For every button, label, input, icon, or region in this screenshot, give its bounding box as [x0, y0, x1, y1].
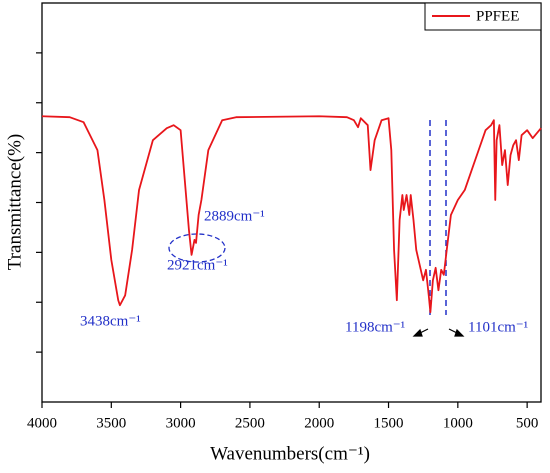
legend-label: PPFEE — [476, 8, 519, 24]
annotation: 1101cm⁻¹ — [468, 319, 528, 335]
spectrum-line — [41, 115, 542, 314]
annotation: 1198cm⁻¹ — [345, 319, 405, 335]
arrows — [412, 328, 465, 337]
x-tick-label: 1000 — [443, 415, 473, 431]
annotation: 3438cm⁻¹ — [80, 313, 141, 329]
annotation: 2889cm⁻¹ — [204, 208, 265, 224]
plot-frame — [41, 2, 542, 403]
x-tick-label: 3500 — [96, 415, 126, 431]
x-tick-label: 4000 — [27, 415, 57, 431]
x-tick-label: 1500 — [374, 415, 404, 431]
highlight-ellipse — [168, 233, 226, 263]
x-tick-label: 3000 — [166, 415, 196, 431]
x-tick-label: 2500 — [235, 415, 265, 431]
annotation: 2921cm⁻¹ — [167, 257, 228, 273]
y-axis-label: Transmittance(%) — [4, 134, 25, 271]
x-tick-label: 2000 — [304, 415, 334, 431]
x-tick-label: 500 — [516, 415, 539, 431]
x-axis-label: Wavenumbers(cm⁻¹) — [210, 443, 370, 464]
